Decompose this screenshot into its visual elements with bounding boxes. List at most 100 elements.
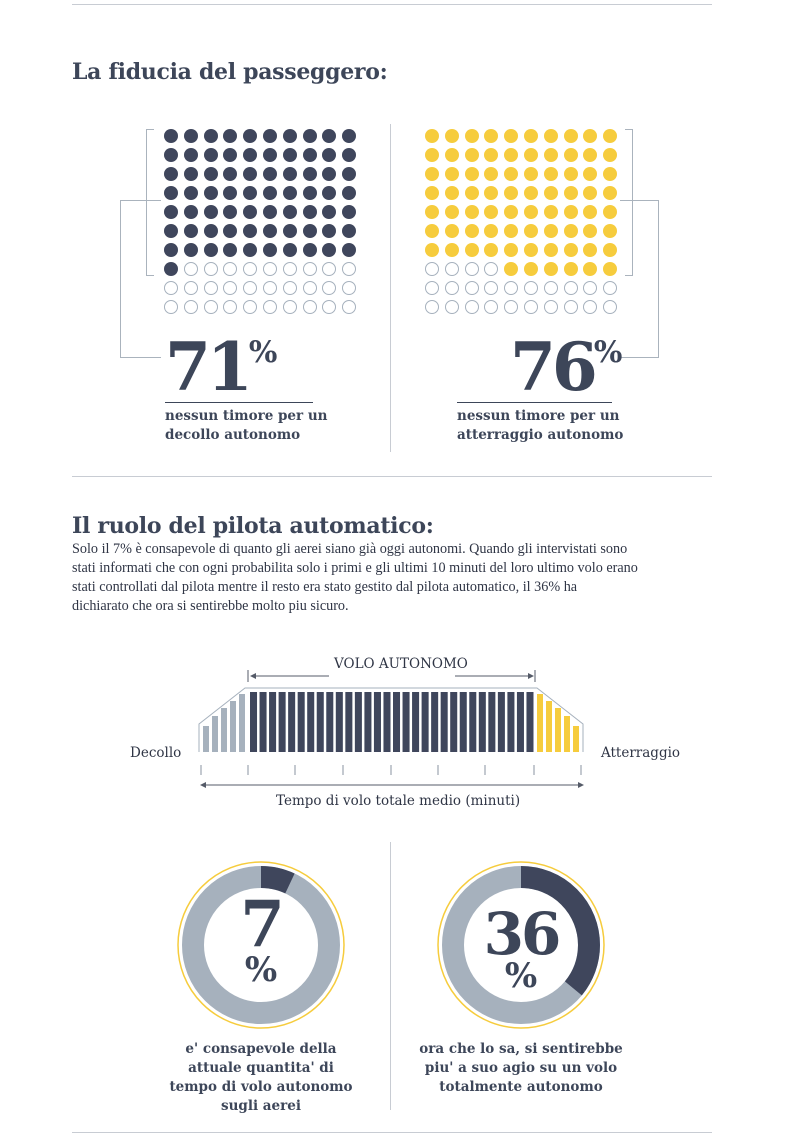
dot-filled bbox=[444, 129, 459, 143]
dot-filled bbox=[203, 205, 218, 219]
flight-bar bbox=[402, 692, 410, 752]
intro-paragraph: Solo il 7% è consapevole di quanto gli a… bbox=[72, 540, 732, 616]
dot-filled bbox=[583, 205, 598, 219]
dot-filled bbox=[603, 224, 618, 238]
dot-empty bbox=[425, 262, 439, 276]
flight-bar bbox=[354, 692, 362, 752]
dot-empty bbox=[425, 281, 439, 295]
dot-filled bbox=[322, 148, 337, 162]
caption-line: attuale quantita' di bbox=[188, 1060, 334, 1076]
dot-filled bbox=[563, 262, 578, 276]
donut-chart-aware bbox=[177, 861, 345, 1029]
dot-filled bbox=[183, 186, 198, 200]
dot-filled bbox=[425, 167, 439, 181]
section1-divider bbox=[390, 124, 391, 452]
caption-line: ora che lo sa, si sentirebbe bbox=[419, 1041, 623, 1057]
dot-filled bbox=[523, 205, 538, 219]
donut-aware-sign: % bbox=[244, 950, 278, 990]
dot-filled bbox=[444, 148, 459, 162]
caption-takeoff-line1: nessun timore per un bbox=[165, 408, 328, 424]
dot-filled bbox=[342, 167, 357, 181]
dot-empty bbox=[563, 300, 578, 314]
dot-empty bbox=[282, 300, 297, 314]
dot-filled bbox=[243, 186, 258, 200]
axis-arrow-left bbox=[200, 782, 206, 788]
dot-empty bbox=[183, 300, 198, 314]
dot-filled bbox=[464, 205, 479, 219]
donut-aware-value: 7 bbox=[240, 887, 285, 962]
dot-empty bbox=[342, 281, 357, 295]
section-divider bbox=[72, 476, 712, 477]
dot-filled bbox=[262, 129, 277, 143]
flight-bar bbox=[393, 692, 401, 752]
axis-label: Tempo di volo totale medio (minuti) bbox=[276, 793, 521, 809]
flight-outline bbox=[198, 687, 584, 752]
paragraph-line: stati informati che con ogni probabilita… bbox=[72, 560, 638, 576]
dot-filled bbox=[523, 167, 538, 181]
dot-filled bbox=[243, 205, 258, 219]
dot-filled bbox=[504, 224, 519, 238]
donut-value-arc bbox=[182, 866, 340, 1024]
dot-filled bbox=[583, 243, 598, 257]
dot-filled bbox=[183, 205, 198, 219]
dot-filled bbox=[342, 224, 357, 238]
dot-filled bbox=[164, 243, 178, 257]
dot-empty bbox=[223, 300, 238, 314]
caption-line: sugli aerei bbox=[221, 1098, 301, 1114]
dot-filled bbox=[464, 224, 479, 238]
flight-bar bbox=[212, 716, 218, 752]
flight-bar bbox=[221, 708, 227, 752]
dot-filled bbox=[484, 186, 499, 200]
dot-filled bbox=[563, 129, 578, 143]
flight-bar bbox=[488, 692, 496, 752]
dot-filled bbox=[563, 224, 578, 238]
dot-filled bbox=[183, 148, 198, 162]
dot-filled bbox=[164, 262, 178, 276]
dot-empty bbox=[282, 262, 297, 276]
dot-filled bbox=[425, 224, 439, 238]
right-caption-rule bbox=[457, 402, 612, 403]
dot-filled bbox=[464, 129, 479, 143]
donut-value-arc bbox=[442, 866, 600, 1024]
dot-filled bbox=[543, 148, 558, 162]
dot-empty bbox=[203, 262, 218, 276]
dot-empty bbox=[282, 281, 297, 295]
dot-filled bbox=[504, 186, 519, 200]
caption-takeoff-line2: decollo autonomo bbox=[165, 427, 301, 443]
dot-filled bbox=[464, 148, 479, 162]
dot-filled bbox=[583, 129, 598, 143]
axis-ticks bbox=[200, 765, 582, 775]
donut-divider bbox=[390, 842, 391, 1110]
dot-filled bbox=[164, 224, 178, 238]
dot-filled bbox=[603, 205, 618, 219]
dot-filled bbox=[504, 167, 519, 181]
dot-filled bbox=[282, 186, 297, 200]
dot-filled bbox=[282, 167, 297, 181]
dot-filled bbox=[444, 205, 459, 219]
dot-filled bbox=[543, 243, 558, 257]
dot-empty bbox=[484, 281, 499, 295]
dot-filled bbox=[523, 262, 538, 276]
caption-landing-line2: atterraggio autonomo bbox=[457, 427, 624, 443]
dot-empty bbox=[444, 262, 459, 276]
dot-filled bbox=[563, 243, 578, 257]
dot-filled bbox=[164, 129, 178, 143]
dot-filled bbox=[223, 148, 238, 162]
donut-outer-ring bbox=[177, 861, 345, 1029]
dot-empty bbox=[563, 281, 578, 295]
dot-empty bbox=[243, 262, 258, 276]
dot-empty bbox=[322, 281, 337, 295]
dot-filled bbox=[262, 205, 277, 219]
dot-filled bbox=[223, 186, 238, 200]
caption-line: tempo di volo autonomo bbox=[169, 1079, 353, 1095]
dot-filled bbox=[203, 148, 218, 162]
flight-bar bbox=[203, 726, 209, 752]
dot-grid-landing bbox=[425, 129, 618, 314]
dot-filled bbox=[603, 129, 618, 143]
dot-filled bbox=[504, 148, 519, 162]
dot-filled bbox=[504, 243, 519, 257]
flight-bar bbox=[431, 692, 439, 752]
top-divider bbox=[72, 4, 712, 5]
dot-filled bbox=[484, 243, 499, 257]
section2-title: Il ruolo del pilota automatico: bbox=[72, 513, 434, 539]
